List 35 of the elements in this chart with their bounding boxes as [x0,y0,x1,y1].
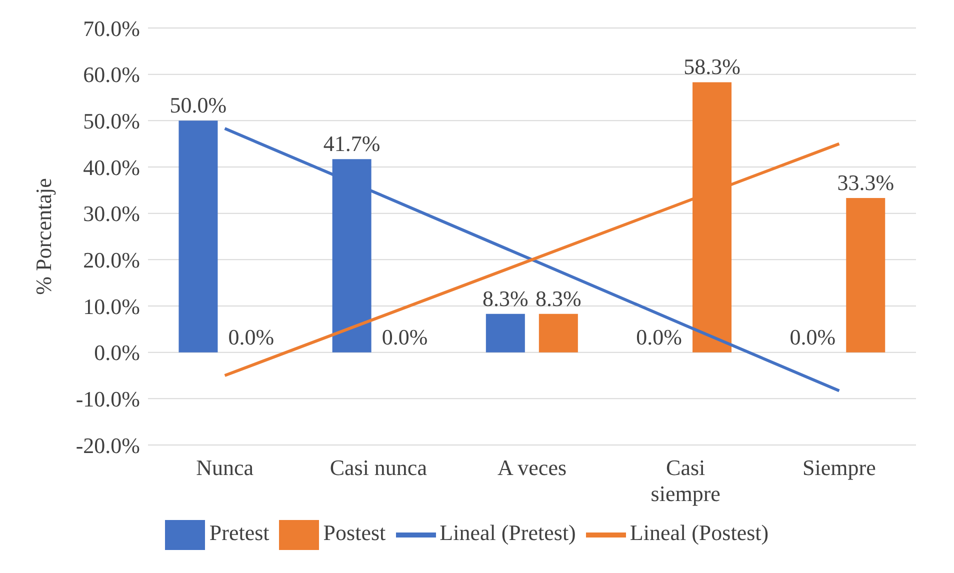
data-label: 33.3% [837,170,894,196]
y-tick-label: -20.0% [76,432,140,458]
data-label: 50.0% [170,92,227,118]
data-label: 8.3% [536,286,582,311]
y-tick-label: -10.0% [76,386,140,412]
bar [178,120,218,352]
bar [538,314,578,352]
x-tick-label: Casi nunca [330,455,428,480]
data-label: 58.3% [684,54,740,80]
data-label: 0.0% [382,324,428,350]
x-tick-label: Casi siempre [650,455,720,506]
y-tick-label: 50.0% [83,108,140,134]
x-tick-label: A veces [497,455,567,480]
legend-label: Postest [323,520,386,546]
y-tick-label: 60.0% [83,62,140,88]
data-label: 41.7% [323,131,380,156]
data-label: 0.0% [636,324,682,350]
data-label: 8.3% [482,286,528,311]
data-label: 0.0% [790,324,836,350]
legend-label: Pretest [209,520,270,546]
x-tick-label: Nunca [196,455,254,480]
y-axis-title: % Porcentaje [30,178,56,295]
legend-label: Lineal (Postest) [630,520,769,546]
bar [332,159,372,352]
y-tick-label: 20.0% [83,247,140,272]
y-tick-label: 70.0% [83,16,140,41]
y-tick-label: 30.0% [83,201,140,226]
bar [486,314,525,352]
data-label: 0.0% [228,324,274,350]
y-tick-label: 0.0% [94,340,140,366]
bar [846,198,886,352]
y-tick-label: 10.0% [83,294,140,319]
x-tick-label: Siempre [802,455,876,480]
y-tick-label: 40.0% [83,154,140,180]
legend-label: Lineal (Pretest) [440,520,576,546]
